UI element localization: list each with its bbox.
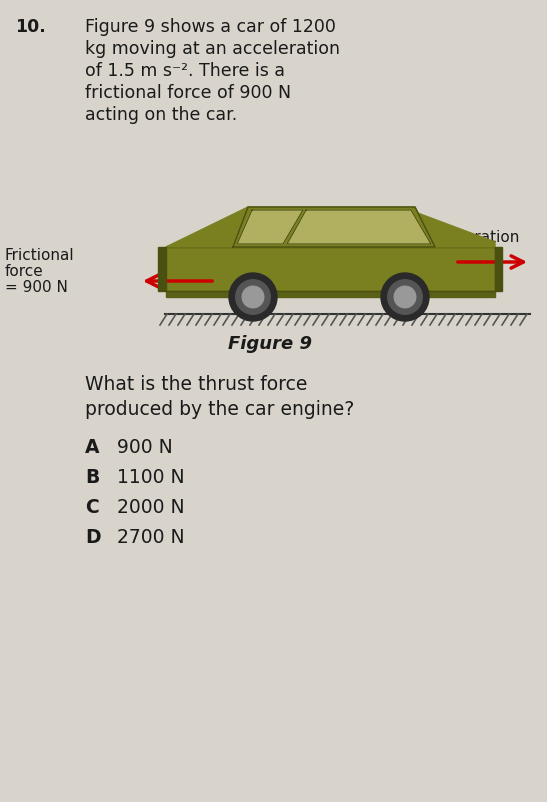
Text: A: A — [85, 437, 100, 456]
Circle shape — [381, 273, 429, 322]
Polygon shape — [166, 208, 248, 248]
Circle shape — [394, 287, 416, 309]
Text: 1100 N: 1100 N — [117, 468, 185, 486]
Polygon shape — [166, 216, 248, 248]
Circle shape — [236, 281, 270, 315]
Circle shape — [242, 287, 264, 309]
Polygon shape — [415, 213, 495, 248]
Text: frictional force of 900 N: frictional force of 900 N — [85, 84, 291, 102]
Text: Figure 9: Figure 9 — [228, 334, 312, 353]
Text: Figure 9 shows a car of 1200: Figure 9 shows a car of 1200 — [85, 18, 336, 36]
Text: kg moving at an acceleration: kg moving at an acceleration — [85, 40, 340, 58]
Polygon shape — [166, 248, 495, 292]
Polygon shape — [158, 248, 166, 292]
Text: B: B — [85, 468, 100, 486]
Text: What is the thrust force: What is the thrust force — [85, 375, 307, 394]
Text: 2700 N: 2700 N — [117, 528, 185, 546]
Circle shape — [229, 273, 277, 322]
Text: Frictional: Frictional — [5, 248, 74, 263]
Polygon shape — [237, 211, 303, 245]
Polygon shape — [233, 208, 435, 248]
Polygon shape — [166, 292, 495, 298]
Polygon shape — [495, 248, 502, 292]
Text: C: C — [85, 497, 99, 516]
Text: acting on the car.: acting on the car. — [85, 106, 237, 124]
Text: 10.: 10. — [15, 18, 46, 36]
Text: D: D — [85, 528, 101, 546]
Text: force: force — [5, 264, 44, 278]
Text: 900 N: 900 N — [117, 437, 173, 456]
Text: of 1.5 m s⁻². There is a: of 1.5 m s⁻². There is a — [85, 62, 285, 80]
Text: produced by the car engine?: produced by the car engine? — [85, 399, 354, 419]
Text: = 900 N: = 900 N — [5, 280, 68, 294]
Text: 2000 N: 2000 N — [117, 497, 185, 516]
Polygon shape — [287, 211, 431, 245]
Circle shape — [388, 281, 422, 315]
Text: Acceleration: Acceleration — [425, 229, 520, 245]
